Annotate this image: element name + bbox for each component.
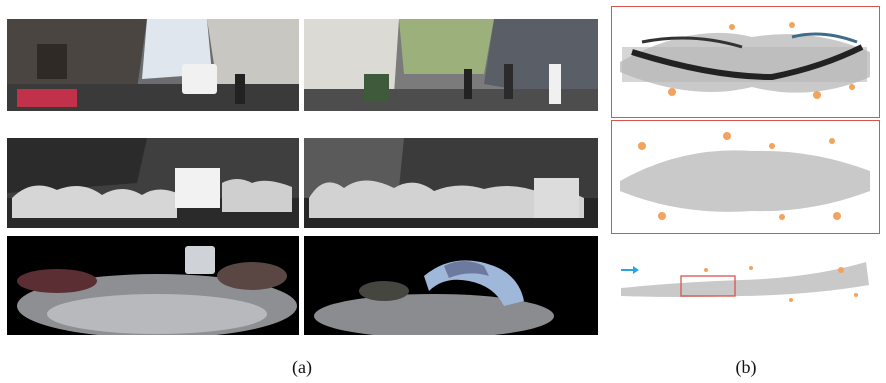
street-photo-right (304, 19, 598, 111)
point-cloud-right (304, 236, 598, 335)
mask-right (304, 138, 598, 228)
point-cloud-left (7, 236, 299, 335)
caption-a: (a) (292, 357, 312, 377)
map-panel-top (612, 7, 879, 117)
map-panel-bottom (611, 240, 880, 338)
street-photo-left (7, 19, 299, 111)
map-panel-top-frame (611, 6, 880, 118)
arrow-right-icon (621, 266, 639, 274)
mask-left (7, 138, 299, 228)
map-panel-middle (612, 121, 879, 233)
zoom-region-box (680, 275, 736, 297)
map-panel-middle-frame (611, 120, 880, 234)
caption-b: (b) (735, 357, 757, 377)
